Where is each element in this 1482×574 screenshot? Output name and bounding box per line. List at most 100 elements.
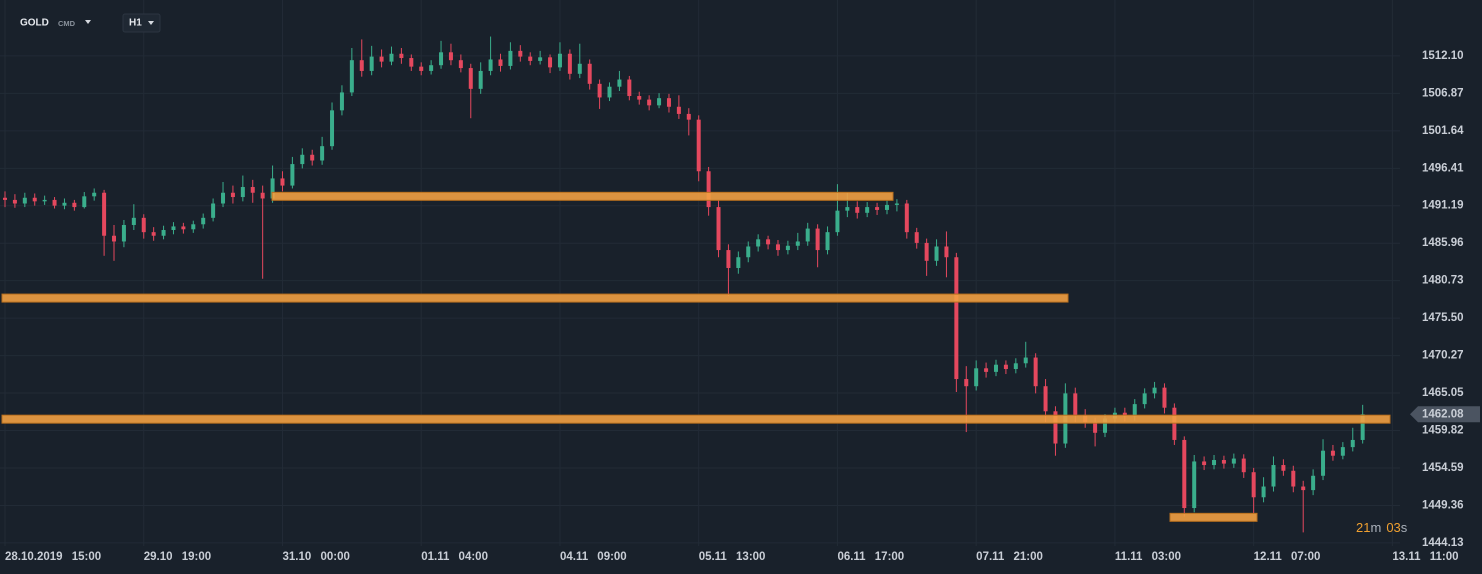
timeframe-box[interactable] [122,13,161,33]
candle-body [92,192,97,197]
candle-body [785,245,790,251]
candle-body [369,56,374,71]
countdown-part: m [1370,520,1381,535]
last-price: 1462.08 [1422,408,1464,420]
candle-body [1152,387,1157,394]
candle-body [3,197,7,200]
candle-body [934,246,939,261]
x-tick-label: 12.11 07:00 [1254,551,1321,563]
y-tick-label: 1459.82 [1422,425,1464,437]
candle-body [448,52,453,61]
candle-body [230,192,235,198]
candle-body [657,98,662,106]
x-tick-label: 04.11 09:00 [560,551,627,563]
candle-body [666,98,671,107]
candle-body [1182,439,1187,509]
axes: 1512.10 1506.87 1501.64 1496.41 1491.19 1485.… [5,50,1480,563]
candle-body [1350,439,1355,448]
y-tick-label: 1485.96 [1422,237,1464,249]
candle-body [884,204,889,210]
candle-body [72,202,77,208]
candle-body [1162,387,1167,408]
candle-body [1053,411,1058,444]
candle-body [488,59,493,71]
candle-body [161,230,166,236]
candle-body [736,257,741,268]
candle-body [1231,458,1236,464]
candle-body [52,199,57,206]
y-tick-label: 1465.05 [1422,387,1464,399]
timeframe-selector[interactable]: H1 [122,13,161,33]
x-tick-label: 07.11 21:00 [976,551,1043,563]
y-tick-label: 1506.87 [1422,87,1464,99]
candle-body [141,217,146,233]
candle-body [1013,363,1018,370]
candle-body [429,65,434,71]
dropdown-arrow[interactable] [148,21,154,25]
candle-body [1003,364,1008,370]
y-tick-label: 1512.10 [1422,50,1464,62]
candle-body [250,187,255,193]
candle-body [330,110,335,147]
candle-body [845,207,850,211]
candle-body [290,164,295,186]
candle-body [82,196,87,208]
candle-body [815,228,820,251]
candle-body [468,68,473,89]
grid [0,0,1400,546]
candle-body [706,171,711,208]
candle-body [904,203,909,233]
countdown-part: 21 [1356,520,1370,535]
candle-body [419,66,424,71]
candle-body [994,364,998,372]
x-tick-label: 28.10.2019 15:00 [5,551,101,563]
candle-body [726,250,731,268]
candle-body [478,70,483,89]
candle-body [1172,407,1177,440]
candle-body [1251,472,1256,498]
candle-body [171,226,176,231]
candle-body [131,217,136,225]
candle-body [1103,418,1108,433]
timeframe[interactable]: H1 [129,18,142,29]
candle-body [1261,486,1266,498]
candle-body [409,58,414,67]
candle-body [379,56,384,62]
candle-body [102,192,107,236]
candle-body [835,210,840,233]
candle-body [538,57,543,61]
countdown-part: 03 [1386,520,1400,535]
candle-body [795,241,800,246]
candle-body [865,207,870,213]
candle-body [686,113,691,120]
market[interactable]: CMD [58,19,76,28]
candle-body [112,235,117,242]
candle-body [32,197,37,202]
candle-body [151,232,156,236]
candle-body [1142,393,1147,405]
level-line [1169,512,1258,522]
candle-body [211,203,216,218]
countdown-part: s [1401,520,1408,535]
candle-body [607,86,612,98]
toolbar[interactable]: GOLD CMD [20,18,91,29]
symbol[interactable]: GOLD [20,18,49,29]
y-tick-label: 1444.13 [1422,537,1464,549]
candle-body [270,178,275,199]
candle-body [508,50,513,66]
candle-body [1321,450,1326,476]
candle-body [1360,414,1365,440]
dropdown-arrow[interactable] [85,20,91,24]
candle-body [42,199,47,202]
candle-body [875,207,880,210]
candle-body [954,257,959,380]
candle-body [221,192,226,204]
candle-body [1271,465,1276,487]
candle-body [1192,461,1197,509]
candle-body [924,242,929,261]
candle-body [320,146,325,161]
price-tag [1410,406,1480,423]
candle-body [1212,460,1217,466]
candle-body [300,154,305,165]
candle-body [240,187,245,198]
